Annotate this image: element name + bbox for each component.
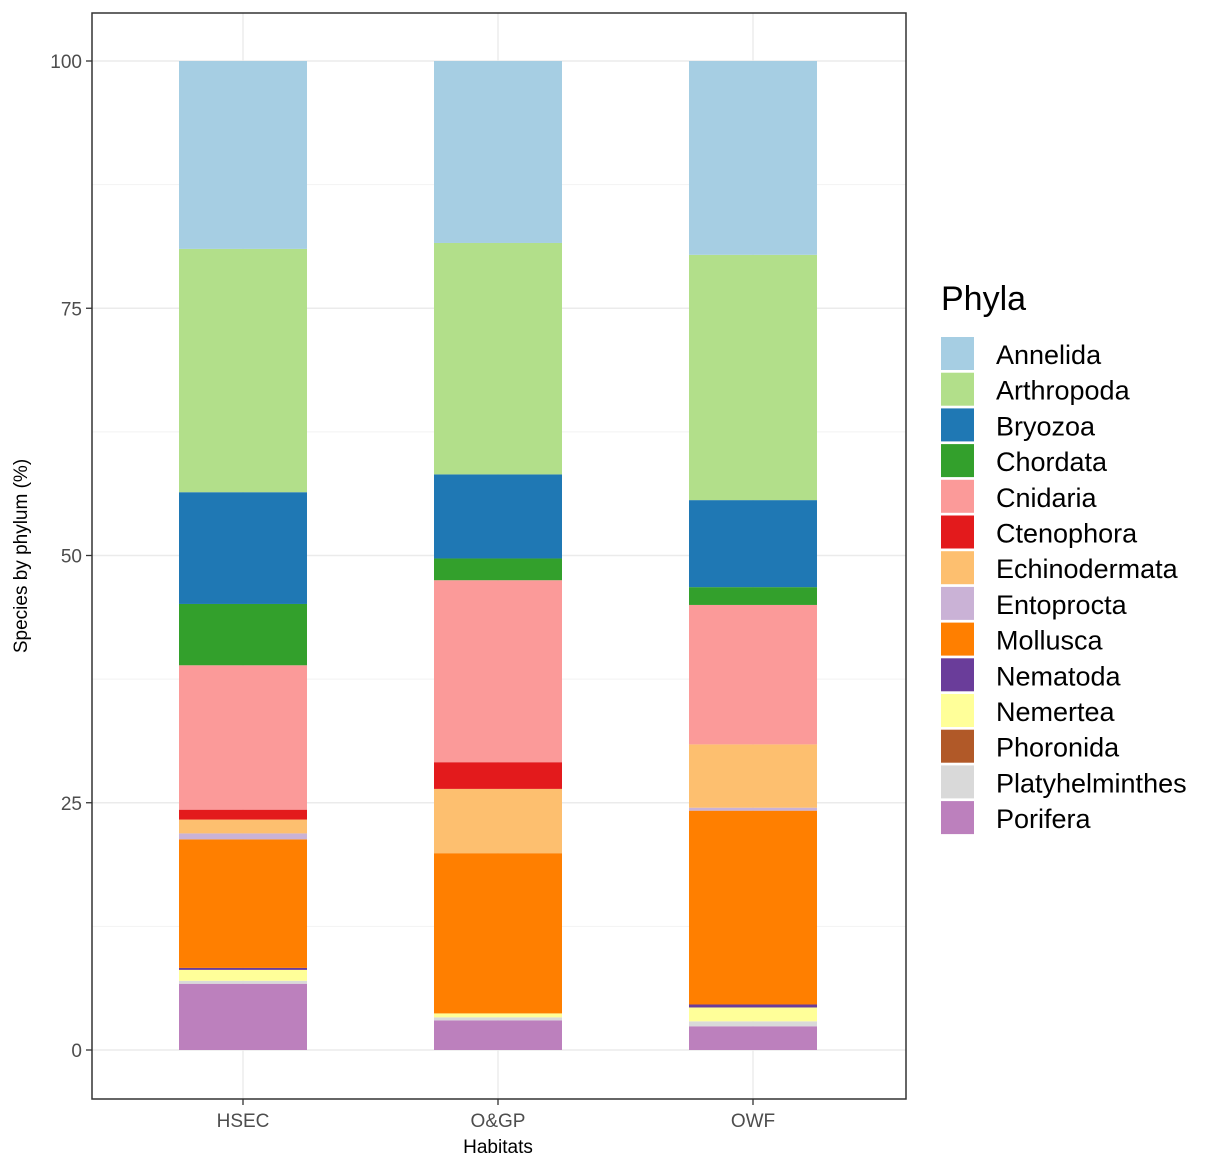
- bar-segment-bryozoa-owf: [689, 500, 817, 588]
- legend-key-nemertea: [941, 694, 974, 727]
- bar-segment-ctenophora-ogp: [434, 762, 562, 789]
- bar-segment-mollusca-ogp: [434, 853, 562, 1014]
- legend-label-annelida: Annelida: [996, 340, 1102, 370]
- bar-segment-porifera-ogp: [434, 1020, 562, 1050]
- legend-key-ctenophora: [941, 515, 974, 549]
- legend-label-ctenophora: Ctenophora: [996, 519, 1138, 549]
- legend-label-phoronida: Phoronida: [996, 733, 1120, 763]
- bar-segment-mollusca-hsec: [179, 839, 307, 968]
- legend-key-chordata: [941, 444, 974, 478]
- x-tick-label: O&GP: [471, 1111, 526, 1132]
- bar-segment-annelida-ogp: [434, 61, 562, 243]
- legend-key-echinodermata: [941, 551, 974, 585]
- x-tick-label: OWF: [731, 1111, 775, 1132]
- y-tick-label: 75: [61, 299, 82, 320]
- bar-segment-platyhelminthes-hsec: [179, 980, 307, 984]
- bar-segment-entoprocta-hsec: [179, 833, 307, 840]
- bar-segment-chordata-hsec: [179, 603, 307, 666]
- legend-key-platyhelminthes: [941, 765, 974, 799]
- bar-segment-echinodermata-owf: [689, 744, 817, 808]
- legend-label-mollusca: Mollusca: [996, 626, 1104, 656]
- bar-segment-arthropoda-hsec: [179, 248, 307, 493]
- bar-segment-entoprocta-owf: [689, 807, 817, 811]
- bar-segment-chordata-ogp: [434, 558, 562, 581]
- bars: [179, 61, 817, 1050]
- bar-segment-cnidaria-ogp: [434, 580, 562, 763]
- bar-segment-platyhelminthes-owf: [689, 1021, 817, 1027]
- legend-key-nematoda: [941, 658, 974, 692]
- bar-segment-nemertea-ogp: [434, 1013, 562, 1018]
- legend-label-echinodermata: Echinodermata: [996, 554, 1179, 584]
- bar-segment-echinodermata-ogp: [434, 788, 562, 854]
- bar-segment-nematoda-owf: [689, 1004, 817, 1008]
- legend-label-arthropoda: Arthropoda: [996, 376, 1131, 406]
- legend-label-chordata: Chordata: [996, 447, 1108, 477]
- x-tick-label: HSEC: [217, 1111, 270, 1132]
- legend-label-porifera: Porifera: [996, 804, 1092, 834]
- bar-segment-cnidaria-owf: [689, 604, 817, 745]
- legend-key-annelida: [941, 337, 974, 370]
- legend-key-cnidaria: [941, 479, 974, 513]
- legend: Annelida Arthropoda Bryozoa Chordata Cnidari…: [941, 337, 1187, 835]
- legend-key-arthropoda: [941, 372, 974, 406]
- legend-title: Phyla: [941, 280, 1026, 318]
- axes: 0 25 50 75 100 HSEC O&GP OWF: [50, 52, 775, 1132]
- bar-segment-arthropoda-owf: [689, 254, 817, 501]
- legend-key-porifera: [941, 801, 974, 835]
- bar-segment-chordata-owf: [689, 587, 817, 605]
- legend-key-phoronida: [941, 729, 974, 763]
- y-tick-label: 100: [50, 52, 82, 73]
- legend-key-mollusca: [941, 622, 974, 656]
- legend-label-cnidaria: Cnidaria: [996, 483, 1098, 513]
- bar-segment-nemertea-owf: [689, 1007, 817, 1022]
- y-tick-label: 0: [71, 1041, 82, 1062]
- legend-label-nematoda: Nematoda: [996, 661, 1122, 691]
- bar-segment-echinodermata-hsec: [179, 819, 307, 834]
- y-axis-title: Species by phylum (%): [11, 459, 32, 653]
- bar-segment-nemertea-hsec: [179, 969, 307, 981]
- bar-segment-annelida-owf: [689, 61, 817, 255]
- bar-segment-mollusca-owf: [689, 810, 817, 1005]
- legend-key-entoprocta: [941, 586, 974, 620]
- y-tick-label: 25: [61, 794, 82, 815]
- bar-segment-porifera-hsec: [179, 983, 307, 1050]
- bar-segment-annelida-hsec: [179, 61, 307, 249]
- legend-label-bryozoa: Bryozoa: [996, 411, 1096, 441]
- bar-segment-cnidaria-hsec: [179, 665, 307, 810]
- bar-segment-bryozoa-hsec: [179, 492, 307, 604]
- legend-key-bryozoa: [941, 408, 974, 442]
- bar-segment-ctenophora-hsec: [179, 809, 307, 820]
- bar-segment-bryozoa-ogp: [434, 474, 562, 559]
- bar-segment-nematoda-hsec: [179, 967, 307, 970]
- bar-segment-platyhelminthes-ogp: [434, 1017, 562, 1021]
- legend-label-nemertea: Nemertea: [996, 697, 1116, 727]
- x-axis-title: Habitats: [463, 1137, 533, 1157]
- y-tick-label: 50: [61, 547, 82, 568]
- legend-label-entoprocta: Entoprocta: [996, 590, 1128, 620]
- bar-segment-porifera-owf: [689, 1026, 817, 1050]
- legend-label-platyhelminthes: Platyhelminthes: [996, 768, 1187, 798]
- bar-segment-arthropoda-ogp: [434, 242, 562, 475]
